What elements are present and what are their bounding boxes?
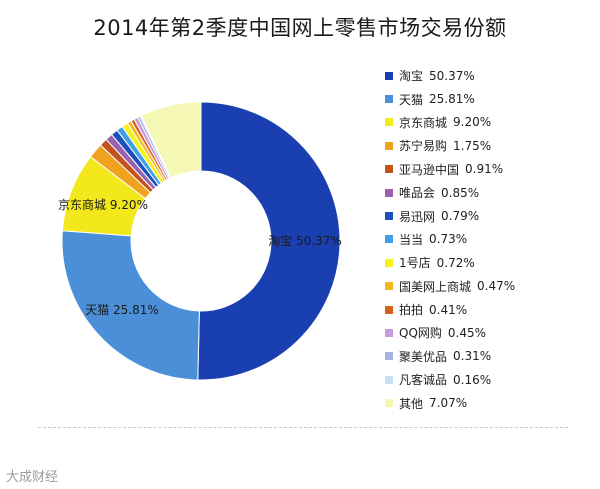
slice-0	[197, 101, 341, 381]
legend-value: 0.31%	[453, 349, 492, 364]
slice-label-2: 京东商城 9.20%	[58, 197, 148, 212]
legend-value: 0.79%	[441, 209, 480, 224]
legend-swatch	[385, 71, 393, 80]
legend-label: 国美网上商城	[399, 279, 472, 294]
legend-label: 凡客诚品	[399, 373, 448, 388]
legend-label: 拍拍	[399, 303, 424, 318]
page-title: 2014年第2季度中国网上零售市场交易份额	[93, 16, 507, 40]
legend-swatch	[385, 118, 393, 127]
legend-item: 当当 0.73%	[385, 228, 515, 251]
legend-item: 1号店 0.72%	[385, 251, 515, 274]
legend-swatch	[385, 328, 393, 337]
legend-swatch	[385, 188, 393, 197]
legend-item: QQ网购 0.45%	[385, 321, 515, 344]
legend-item: 其他 7.07%	[385, 391, 515, 414]
legend-item: 淘宝 50.37%	[385, 64, 515, 87]
legend-item: 苏宁易购 1.75%	[385, 134, 515, 157]
legend-value: 9.20%	[453, 115, 492, 130]
legend-label: 聚美优品	[399, 349, 448, 364]
legend-swatch	[385, 305, 393, 314]
slice-label-0: 淘宝 50.37%	[268, 234, 342, 248]
legend-value: 1.75%	[453, 138, 492, 153]
legend-value: 0.45%	[447, 325, 487, 340]
legend-label: 唯品会	[399, 186, 436, 201]
legend-label: 苏宁易购	[399, 139, 448, 154]
legend-item: 京东商城 9.20%	[385, 111, 515, 134]
legend-value: 0.16%	[453, 372, 492, 387]
legend: 淘宝 50.37% 天猫 25.81% 京东商城 9.20% 苏宁易购 1.75% 亚马逊中国 0…	[385, 64, 515, 415]
legend-label: 易迅网	[399, 209, 436, 224]
legend-item: 拍拍 0.41%	[385, 298, 515, 321]
divider	[38, 427, 568, 428]
legend-swatch	[385, 258, 393, 267]
legend-value: 0.47%	[477, 279, 516, 294]
legend-item: 天猫 25.81%	[385, 87, 515, 110]
legend-value: 25.81%	[429, 92, 475, 107]
legend-label: 天猫	[399, 92, 424, 107]
legend-value: 0.85%	[441, 185, 480, 200]
legend-label: 1号店	[399, 256, 431, 271]
legend-swatch	[385, 95, 393, 104]
slice-label-1: 天猫 25.81%	[85, 303, 159, 317]
legend-item: 凡客诚品 0.16%	[385, 368, 515, 391]
legend-value: 0.91%	[465, 162, 504, 177]
legend-item: 易迅网 0.79%	[385, 204, 515, 227]
legend-swatch	[385, 235, 393, 244]
legend-label: 其他	[399, 396, 424, 411]
legend-value: 0.41%	[429, 302, 468, 317]
legend-item: 唯品会 0.85%	[385, 181, 515, 204]
legend-label: 淘宝	[399, 69, 424, 84]
legend-item: 亚马逊中国 0.91%	[385, 158, 515, 181]
legend-swatch	[385, 212, 393, 221]
legend-swatch	[385, 399, 393, 408]
legend-swatch	[385, 165, 393, 174]
legend-item: 聚美优品 0.31%	[385, 345, 515, 368]
legend-label: 亚马逊中国	[399, 162, 460, 177]
legend-value: 50.37%	[429, 68, 475, 83]
slice-1	[61, 230, 200, 381]
legend-label: 当当	[399, 232, 424, 247]
legend-item: 国美网上商城 0.47%	[385, 275, 515, 298]
legend-value: 7.07%	[429, 396, 468, 411]
legend-swatch	[385, 282, 393, 291]
legend-label: QQ网购	[399, 326, 442, 341]
slice-14	[140, 101, 202, 179]
legend-swatch	[385, 375, 393, 384]
watermark: 大成财经	[6, 470, 59, 485]
legend-label: 京东商城	[399, 115, 448, 130]
legend-swatch	[385, 141, 393, 150]
legend-value: 0.73%	[429, 232, 468, 247]
legend-swatch	[385, 352, 393, 361]
legend-value: 0.72%	[436, 255, 475, 270]
